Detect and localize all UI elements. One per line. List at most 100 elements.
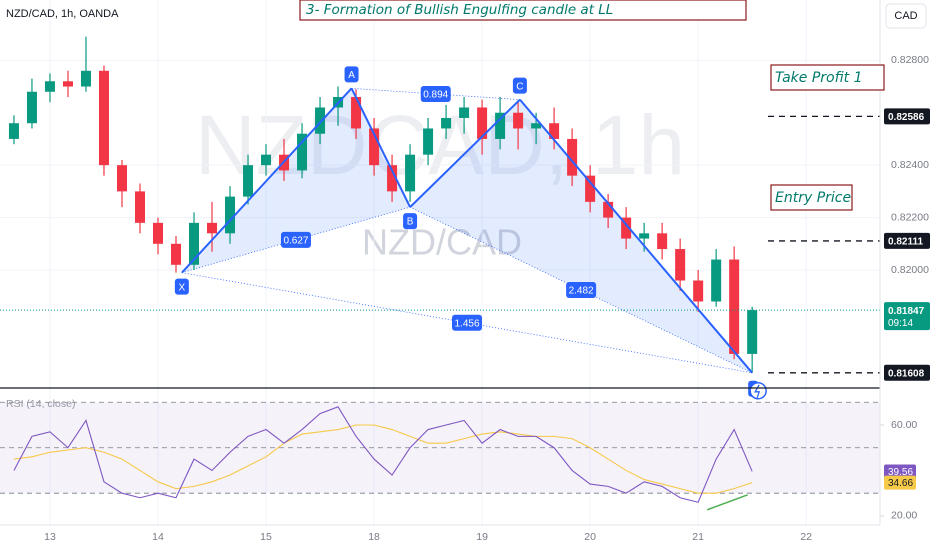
level-label: 0.81608 (888, 368, 925, 379)
pattern-leg (181, 87, 353, 274)
candle-body (693, 280, 704, 302)
x-tick-label: 13 (44, 531, 56, 543)
x-tick-label: 15 (260, 531, 272, 543)
candle-body (423, 128, 434, 155)
rsi-line (13, 424, 753, 494)
candle-body (603, 201, 614, 218)
annotation-box (770, 184, 853, 211)
ratio-label: 1.456 (454, 318, 479, 329)
countdown: 09:14 (888, 318, 913, 329)
candle-body (369, 128, 380, 166)
y-tick-label: 0.82400 (891, 159, 929, 171)
alert-icon (749, 382, 767, 400)
x-tick-label: 20 (584, 531, 596, 543)
value-label: 39.56 (888, 467, 913, 478)
pattern-ratio-line (181, 272, 753, 374)
candle-body (531, 123, 542, 129)
point-box (512, 77, 527, 94)
pattern-ratio-line (409, 206, 753, 374)
candle-body (261, 154, 272, 166)
candle-body (98, 70, 109, 166)
candle-body (297, 133, 308, 171)
level-label: 0.82111 (888, 237, 923, 248)
annotation: Entry Price (775, 190, 851, 206)
point-label: B (407, 217, 414, 228)
candle-body (62, 81, 73, 87)
ratio-label: 0.627 (283, 236, 308, 247)
chart-title: NZD/CAD, 1h, OANDA (6, 8, 119, 20)
divergence-line (706, 494, 748, 511)
ratio-label: 2.482 (569, 286, 594, 297)
x-tick-label: 19 (476, 531, 488, 543)
pattern-area (181, 88, 411, 273)
candle-body (567, 138, 578, 176)
x-tick-label: 22 (800, 531, 812, 543)
candle-body (495, 112, 506, 139)
candle-body (44, 81, 55, 92)
point-box (344, 66, 359, 83)
candle-body (639, 233, 650, 239)
rsi-line (13, 406, 753, 503)
headline: 3- Formation of Bullish Engulfing candle… (306, 2, 613, 18)
y-tick-label: 0.82000 (891, 264, 929, 276)
currency[interactable]: CAD (894, 10, 917, 22)
current-price-box (884, 302, 930, 331)
ratio-box (566, 281, 597, 298)
candle-body (747, 310, 758, 354)
level-box (884, 108, 930, 125)
candle-body (675, 249, 686, 281)
point-label: X (179, 282, 186, 293)
candle-body (621, 217, 632, 239)
x-tick-label: 18 (368, 531, 380, 543)
candle-body (134, 191, 145, 223)
level-box (884, 364, 930, 381)
value-box (884, 475, 916, 490)
candle-body (225, 196, 236, 234)
x-tick-label: 21 (692, 531, 704, 543)
headline-box (299, 0, 747, 21)
candle-body (152, 222, 163, 244)
y-tick-label: 0.82800 (891, 54, 929, 66)
point-label: A (348, 70, 355, 81)
candle-body (387, 165, 398, 192)
candle-body (116, 165, 127, 192)
candle-body (405, 154, 416, 192)
current-price: 0.81847 (888, 306, 925, 317)
candle-body (80, 70, 91, 87)
y-tick-label: 20.00 (891, 510, 917, 522)
candle-body (513, 112, 524, 129)
pattern-area (410, 99, 753, 373)
candle-body (207, 222, 218, 234)
candle-body (441, 117, 452, 129)
level-box (884, 232, 930, 249)
candle-body (549, 123, 560, 139)
candle-body (729, 259, 740, 354)
ratio-box (280, 231, 311, 248)
y-tick-label: 60.00 (891, 419, 917, 431)
currency-button[interactable] (885, 3, 927, 29)
x-tick-label: 14 (152, 531, 164, 543)
annotation-box (770, 64, 885, 91)
value-label: 34.66 (888, 478, 913, 489)
indicator-title: RSI (14, close) (6, 398, 75, 410)
point-box (174, 278, 189, 295)
point-label: C (516, 81, 523, 92)
candle-body (477, 107, 488, 139)
candle-body (351, 97, 362, 129)
candle-body (189, 222, 200, 265)
pattern-leg (350, 87, 411, 208)
candle-body (8, 123, 19, 139)
candle-body (243, 165, 254, 197)
pattern-ratio-line (181, 206, 411, 274)
level-label: 0.82586 (888, 112, 925, 123)
candle-body (171, 243, 181, 265)
pattern-leg (409, 98, 521, 208)
ratio-box (420, 85, 451, 102)
candle-body (711, 259, 722, 302)
candle-body (459, 107, 470, 118)
candle-body (315, 107, 326, 134)
y-tick-label: 0.82200 (891, 211, 929, 223)
point-box (403, 213, 418, 230)
ratio-box (452, 314, 483, 331)
